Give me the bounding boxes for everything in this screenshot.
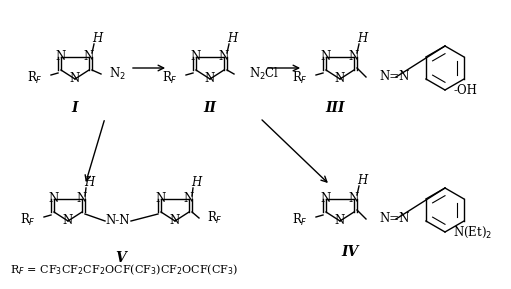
Text: R$_F$: R$_F$ bbox=[207, 210, 223, 226]
Text: N: N bbox=[49, 192, 59, 205]
Text: R$_F$: R$_F$ bbox=[27, 70, 43, 86]
Text: N: N bbox=[56, 51, 66, 64]
Text: N=N: N=N bbox=[379, 212, 409, 225]
Text: N: N bbox=[219, 51, 229, 64]
Text: R$_F$: R$_F$ bbox=[292, 212, 308, 228]
Text: R$_F$ = CF$_3$CF$_2$CF$_2$OCF(CF$_3$)CF$_2$OCF(CF$_3$): R$_F$ = CF$_3$CF$_2$CF$_2$OCF(CF$_3$)CF$… bbox=[10, 263, 239, 277]
Text: H: H bbox=[191, 177, 201, 190]
Text: N: N bbox=[191, 51, 201, 64]
Text: N: N bbox=[321, 192, 331, 205]
Text: I: I bbox=[72, 101, 78, 115]
Text: N=N: N=N bbox=[379, 71, 409, 84]
Text: H: H bbox=[84, 177, 94, 190]
Text: N$_2$Cl: N$_2$Cl bbox=[249, 66, 280, 82]
Text: N: N bbox=[349, 192, 359, 205]
Text: V: V bbox=[115, 251, 126, 265]
Text: N: N bbox=[349, 51, 359, 64]
Text: H: H bbox=[227, 32, 237, 45]
Text: H: H bbox=[357, 32, 367, 45]
Text: N: N bbox=[156, 192, 166, 205]
Text: H: H bbox=[357, 175, 367, 188]
Text: II: II bbox=[203, 101, 217, 115]
Text: N: N bbox=[84, 51, 94, 64]
Text: N: N bbox=[205, 73, 215, 86]
Text: N-N: N-N bbox=[106, 214, 130, 227]
Text: IV: IV bbox=[341, 245, 359, 259]
Text: R$_F$: R$_F$ bbox=[20, 212, 36, 228]
Text: R$_F$: R$_F$ bbox=[162, 70, 178, 86]
Text: N: N bbox=[335, 73, 345, 86]
Text: N(Et)$_2$: N(Et)$_2$ bbox=[453, 224, 492, 240]
Text: R$_F$: R$_F$ bbox=[292, 70, 308, 86]
Text: N: N bbox=[184, 192, 194, 205]
Text: N: N bbox=[70, 73, 80, 86]
Text: H: H bbox=[92, 32, 102, 45]
Text: -OH: -OH bbox=[453, 84, 477, 97]
Text: N: N bbox=[321, 51, 331, 64]
Text: N: N bbox=[170, 214, 180, 227]
Text: N: N bbox=[63, 214, 73, 227]
Text: III: III bbox=[325, 101, 345, 115]
Text: N: N bbox=[77, 192, 87, 205]
Text: N$_2$: N$_2$ bbox=[109, 66, 126, 82]
Text: N: N bbox=[335, 214, 345, 227]
